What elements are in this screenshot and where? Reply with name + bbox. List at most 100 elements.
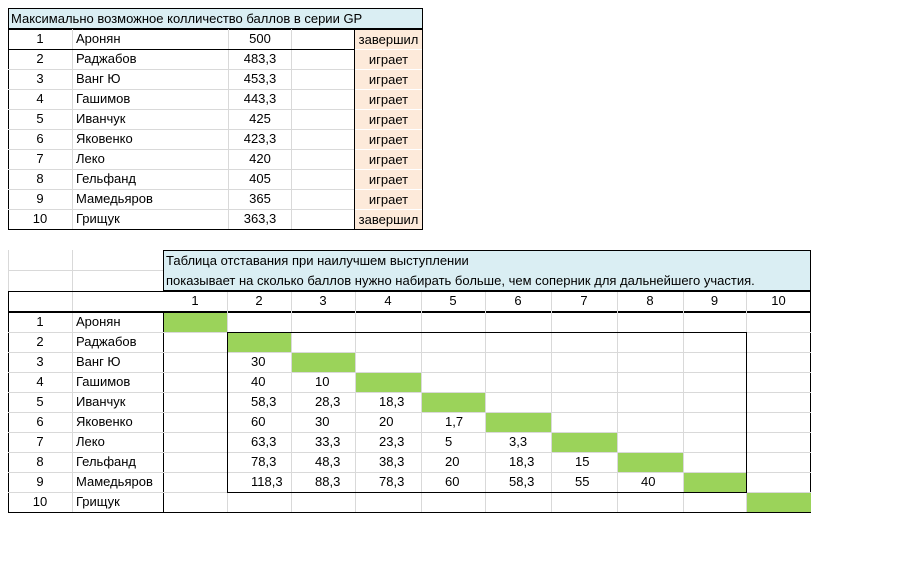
rank-cell: 10 — [32, 494, 48, 509]
rank-cell: 1 — [36, 314, 44, 329]
column-header: 9 — [710, 293, 719, 308]
rank-cell: 7 — [36, 434, 44, 449]
rank-cell: 9 — [36, 474, 44, 489]
status-badge: играет — [355, 150, 422, 169]
top-row-divider — [8, 169, 354, 170]
gap-value: 28,3 — [315, 394, 341, 409]
grid-line — [8, 372, 811, 373]
column-header: 6 — [514, 293, 522, 308]
diagonal-highlight — [164, 313, 227, 332]
gap-table-title-line1: Таблица отставания при наилучшем выступл… — [166, 253, 469, 268]
grid-line — [421, 292, 422, 312]
diagonal-highlight — [422, 393, 485, 412]
grid-line — [617, 292, 618, 312]
player-name: Яковенко — [76, 131, 133, 146]
gap-value: 40 — [641, 474, 656, 489]
player-name: Гашимов — [76, 91, 131, 106]
player-name: Леко — [76, 434, 105, 449]
gap-value: 60 — [445, 474, 460, 489]
gap-table: Таблица отставания при наилучшем выступл… — [8, 250, 811, 513]
grid-line — [8, 452, 811, 453]
rank-cell: 3 — [36, 354, 44, 369]
gap-value: 30 — [251, 354, 266, 369]
top-row-divider — [8, 149, 354, 150]
column-header: 5 — [449, 293, 457, 308]
diagonal-highlight — [228, 333, 291, 352]
status-badge: играет — [355, 90, 422, 109]
gap-value: 78,3 — [379, 474, 405, 489]
grid-line — [551, 292, 552, 312]
column-header: 7 — [580, 293, 588, 308]
player-name: Гельфанд — [76, 171, 137, 186]
rank-cell: 3 — [36, 71, 44, 86]
gap-value: 58,3 — [251, 394, 277, 409]
status-badge: играет — [355, 70, 422, 89]
gap-table-title-line2: показывает на сколько баллов нужно набир… — [166, 273, 755, 288]
rank-cell: 4 — [36, 91, 44, 106]
top-row-divider — [8, 89, 354, 90]
column-header: 10 — [771, 293, 786, 308]
gap-value: 118,3 — [251, 474, 283, 489]
player-name: Раджабов — [76, 334, 137, 349]
grid-line — [746, 292, 747, 312]
player-name: Иванчук — [76, 394, 126, 409]
rank-cell: 8 — [36, 171, 44, 186]
column-header: 2 — [255, 293, 263, 308]
player-name: Раджабов — [76, 51, 137, 66]
rank-cell: 6 — [36, 414, 44, 429]
score-cell: 420 — [249, 151, 271, 166]
top-row-divider — [8, 209, 354, 210]
gap-value: 30 — [315, 414, 330, 429]
gap-value: 88,3 — [315, 474, 341, 489]
top-row-divider — [8, 189, 354, 190]
status-column-border — [354, 29, 355, 229]
status-badge: играет — [355, 110, 422, 129]
top-row-divider — [8, 129, 354, 130]
gap-triangle-frame — [227, 332, 747, 493]
score-cell: 500 — [249, 31, 271, 46]
status-badge: завершил — [355, 30, 422, 49]
score-cell: 405 — [249, 171, 271, 186]
diagonal-highlight — [552, 433, 617, 452]
score-cell: 423,3 — [243, 131, 277, 146]
gap-value: 40 — [251, 374, 266, 389]
gap-value: 1,7 — [445, 414, 464, 429]
gap-value: 20 — [379, 414, 394, 429]
gap-header-row — [8, 291, 811, 312]
top-table: Максимально возможное колличество баллов… — [8, 8, 423, 230]
player-name: Мамедьяров — [76, 474, 153, 489]
column-header: 8 — [646, 293, 654, 308]
column-header: 3 — [319, 293, 327, 308]
player-name: Леко — [76, 151, 105, 166]
grid-line — [227, 292, 228, 312]
status-badge: играет — [355, 130, 422, 149]
player-name: Ванг Ю — [76, 354, 121, 369]
grid-line — [291, 292, 292, 312]
gap-value: 3,3 — [509, 434, 528, 449]
diagonal-highlight — [292, 353, 355, 372]
grid-line — [8, 392, 811, 393]
gap-value: 18,3 — [509, 454, 535, 469]
rank-cell: 2 — [36, 51, 44, 66]
top-table-title-bar: Максимально возможное колличество баллов… — [8, 8, 423, 29]
diagonal-highlight — [356, 373, 421, 392]
gap-value: 20 — [445, 454, 460, 469]
rank-cell: 5 — [36, 111, 44, 126]
gap-value: 38,3 — [379, 454, 405, 469]
gap-value: 10 — [315, 374, 330, 389]
gap-value: 18,3 — [379, 394, 405, 409]
gap-value: 55 — [575, 474, 590, 489]
diagonal-highlight — [747, 493, 811, 512]
rank-cell: 6 — [36, 131, 44, 146]
gap-table-title-bar: Таблица отставания при наилучшем выступл… — [163, 250, 811, 291]
grid-line — [72, 250, 73, 512]
grid-line — [8, 432, 811, 433]
score-cell: 453,3 — [243, 71, 277, 86]
player-name: Иванчук — [76, 111, 126, 126]
rank-cell: 8 — [36, 454, 44, 469]
gap-value: 33,3 — [315, 434, 341, 449]
gap-value: 5 — [445, 434, 453, 449]
diagonal-highlight — [618, 453, 683, 472]
player-name: Гельфанд — [76, 454, 137, 469]
column-header: 1 — [191, 293, 199, 308]
